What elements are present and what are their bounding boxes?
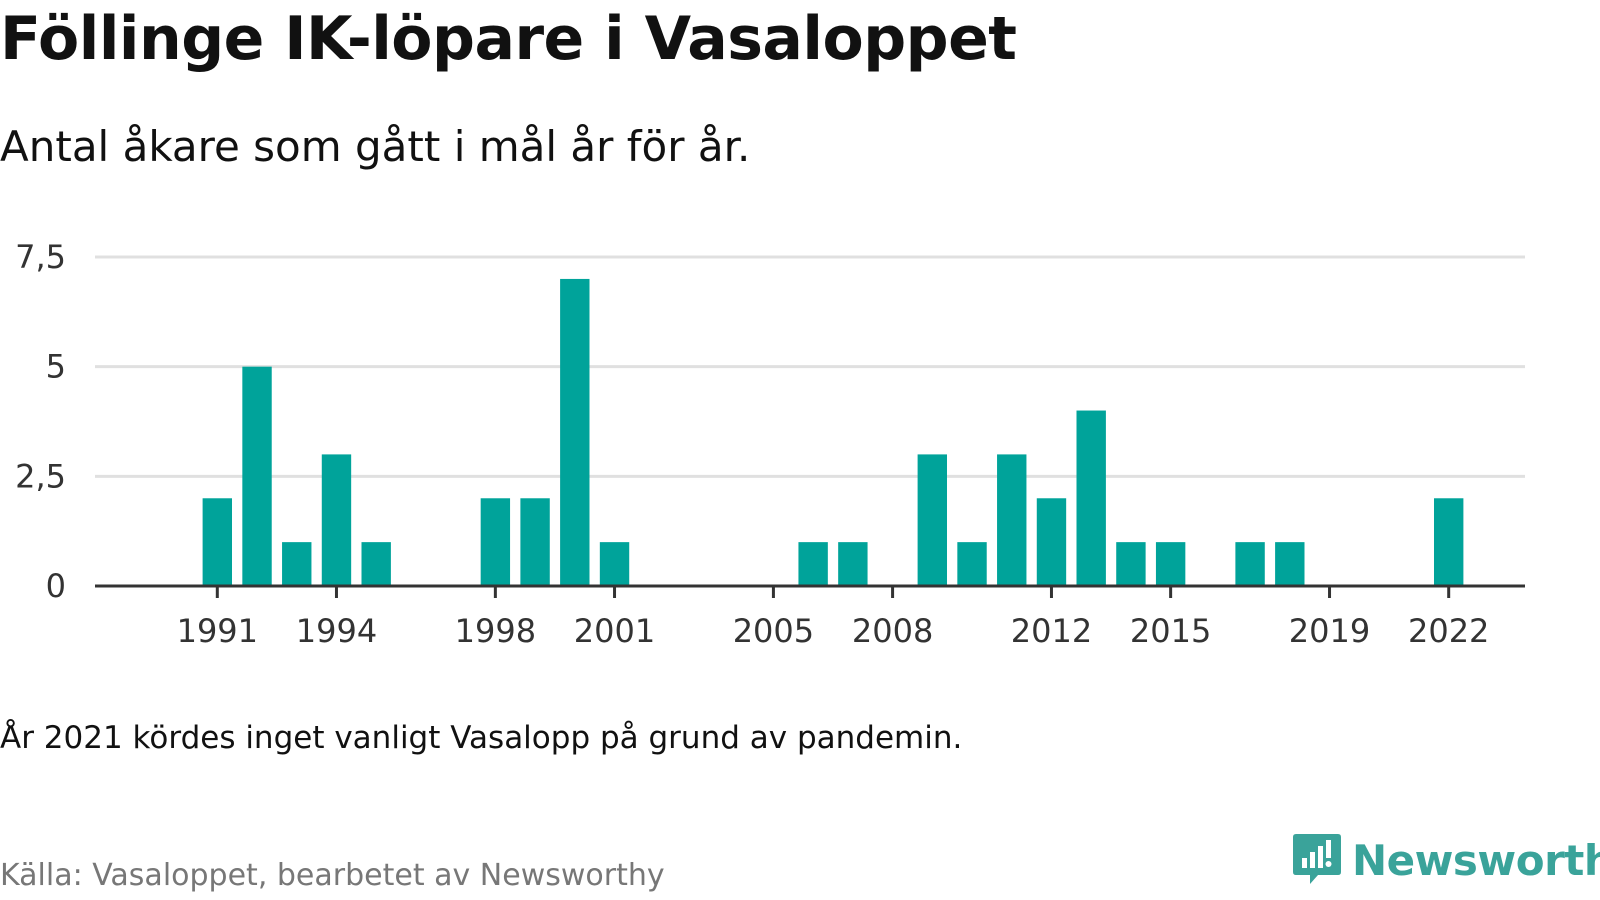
bar-1991 bbox=[202, 498, 233, 586]
chart-subtitle: Antal åkare som gått i mål år för år. bbox=[0, 122, 751, 171]
x-tick-label: 2008 bbox=[852, 612, 933, 650]
bar-2012 bbox=[1036, 498, 1067, 586]
x-tick-label: 2001 bbox=[574, 612, 655, 650]
bar-1999 bbox=[520, 498, 550, 586]
y-tick-label: 0 bbox=[46, 567, 66, 605]
source-text: Källa: Vasaloppet, bearbetet av Newswort… bbox=[0, 858, 665, 893]
bar-2013 bbox=[1076, 410, 1106, 586]
bar-1995 bbox=[361, 542, 391, 586]
bar-2022 bbox=[1433, 498, 1464, 586]
bar-2011 bbox=[997, 454, 1027, 586]
x-tick-label: 1994 bbox=[296, 612, 377, 650]
newsworthy-logo: Newsworthy bbox=[1292, 832, 1600, 888]
bar-chart: 0 2,5 5 7,5 1991 1994 1998 2001 2005 2008 2012 2015… bbox=[15, 238, 1525, 650]
x-tick-label: 2022 bbox=[1408, 612, 1489, 650]
y-tick-label: 5 bbox=[46, 348, 66, 386]
bar-2000 bbox=[560, 278, 590, 586]
y-tick-label: 7,5 bbox=[15, 238, 66, 276]
bar-1992 bbox=[242, 366, 272, 586]
bar-1993 bbox=[282, 542, 312, 586]
bar-1998 bbox=[480, 498, 511, 586]
bar-2015 bbox=[1155, 542, 1186, 586]
x-tick-label: 2005 bbox=[733, 612, 814, 650]
x-tick-label: 1998 bbox=[455, 612, 536, 650]
x-tick-label: 2019 bbox=[1289, 612, 1370, 650]
bar-2014 bbox=[1116, 542, 1146, 586]
bar-2006 bbox=[798, 542, 828, 586]
bar-2009 bbox=[917, 454, 948, 586]
chart-title: Föllinge IK-löpare i Vasaloppet bbox=[0, 4, 1017, 74]
bar-2010 bbox=[957, 542, 987, 586]
bar-2018 bbox=[1275, 542, 1305, 586]
bar-chart-speech-bubble-icon bbox=[1293, 834, 1341, 884]
y-tick-label: 2,5 bbox=[15, 457, 66, 495]
chart-note: År 2021 kördes inget vanligt Vasalopp på… bbox=[0, 720, 963, 756]
bar-1994 bbox=[321, 454, 352, 586]
x-tick-label: 1991 bbox=[177, 612, 258, 650]
x-tick-label: 2012 bbox=[1011, 612, 1092, 650]
bar-2007 bbox=[838, 542, 868, 586]
bar-2001 bbox=[599, 542, 630, 586]
brand-name: Newsworthy bbox=[1352, 835, 1600, 885]
bar-2017 bbox=[1235, 542, 1265, 586]
x-tick-label: 2015 bbox=[1130, 612, 1211, 650]
